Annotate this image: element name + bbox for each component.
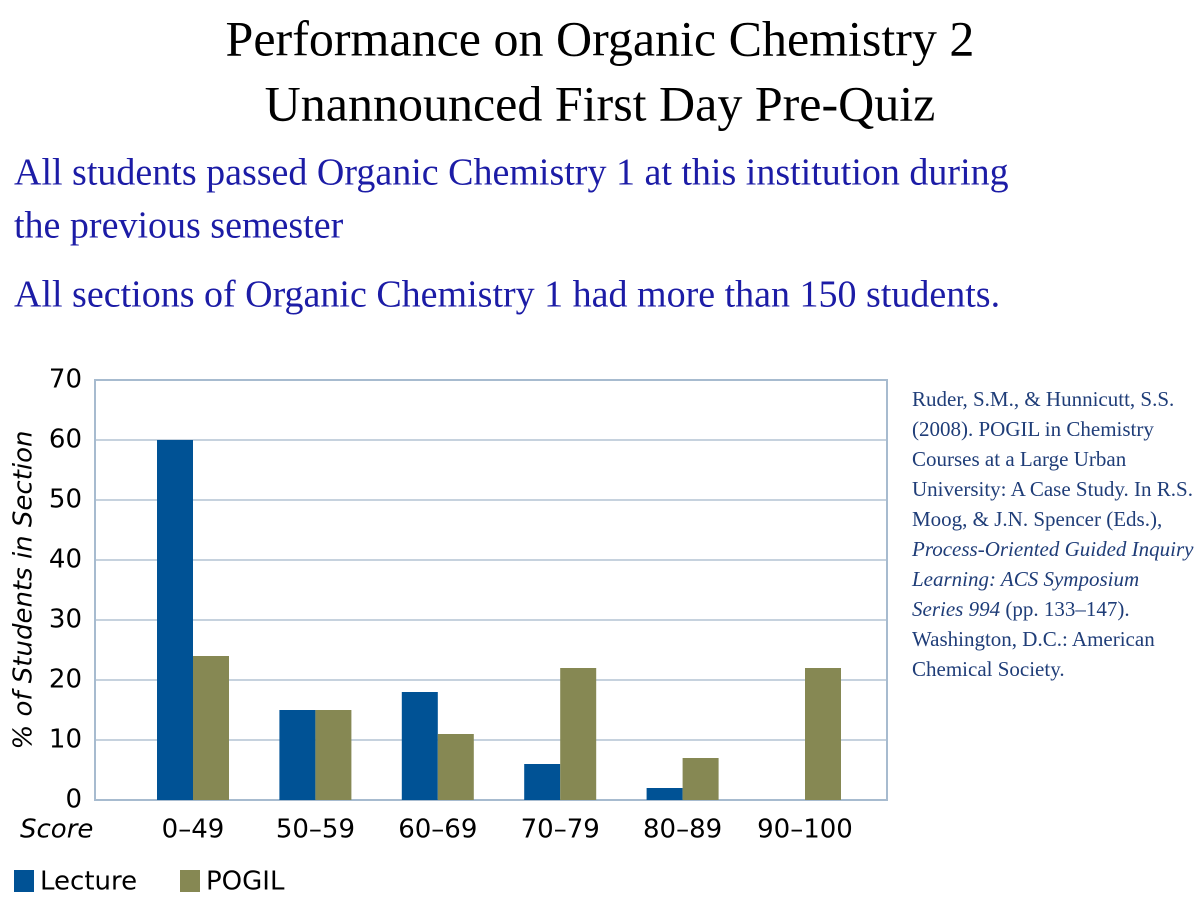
y-tick-label: 50: [49, 485, 82, 515]
y-tick-label: 60: [49, 425, 82, 455]
x-tick-label: 0–49: [162, 815, 225, 845]
bar: [157, 440, 193, 800]
bar: [193, 656, 229, 800]
x-tick-label: 70–79: [521, 815, 600, 845]
plot-frame: [94, 379, 888, 801]
y-tick-label: 30: [49, 605, 82, 635]
y-tick-label: 70: [49, 365, 82, 395]
bar: [315, 710, 352, 800]
citation: Ruder, S.M., & Hunnicutt, S.S. (2008). P…: [912, 384, 1194, 684]
bar: [401, 692, 438, 800]
x-axis-label: Score: [20, 815, 93, 845]
note: All sections of Organic Chemistry 1 had …: [14, 274, 1000, 316]
citation-text: (pp. 133–147). Washington, D.C.: America…: [912, 597, 1160, 681]
x-tick-label: 50–59: [276, 815, 355, 845]
bar: [437, 734, 474, 800]
bar: [279, 710, 316, 800]
y-axis-label: % of Students in Section: [9, 430, 39, 749]
y-tick-label: 0: [65, 785, 82, 815]
y-tick-label: 40: [49, 545, 82, 575]
bar: [682, 758, 719, 800]
bar: [560, 668, 597, 800]
x-tick-label: 60–69: [398, 815, 477, 845]
x-tick-label: 90–100: [757, 815, 853, 845]
legend-label: Lecture: [40, 867, 137, 897]
title-line: Performance on Organic Chemistry 2: [226, 10, 975, 66]
citation-text: Ruder, S.M., & Hunnicutt, S.S. (2008). P…: [912, 387, 1199, 531]
bar: [646, 788, 683, 800]
x-tick-label: 80–89: [643, 815, 722, 845]
y-tick-label: 10: [49, 725, 82, 755]
legend-swatch: [14, 870, 34, 892]
title-line: Unannounced First Day Pre-Quiz: [265, 75, 936, 131]
note: All students passed Organic Chemistry 1 …: [14, 152, 1009, 194]
legend-swatch: [180, 870, 200, 892]
bar: [805, 668, 841, 800]
y-tick-label: 20: [49, 665, 82, 695]
bar: [524, 764, 561, 800]
legend-label: POGIL: [206, 867, 285, 897]
citation-text: Process-Oriented Guided Inquiry Learning…: [912, 537, 1199, 621]
note: the previous semester: [14, 205, 344, 247]
